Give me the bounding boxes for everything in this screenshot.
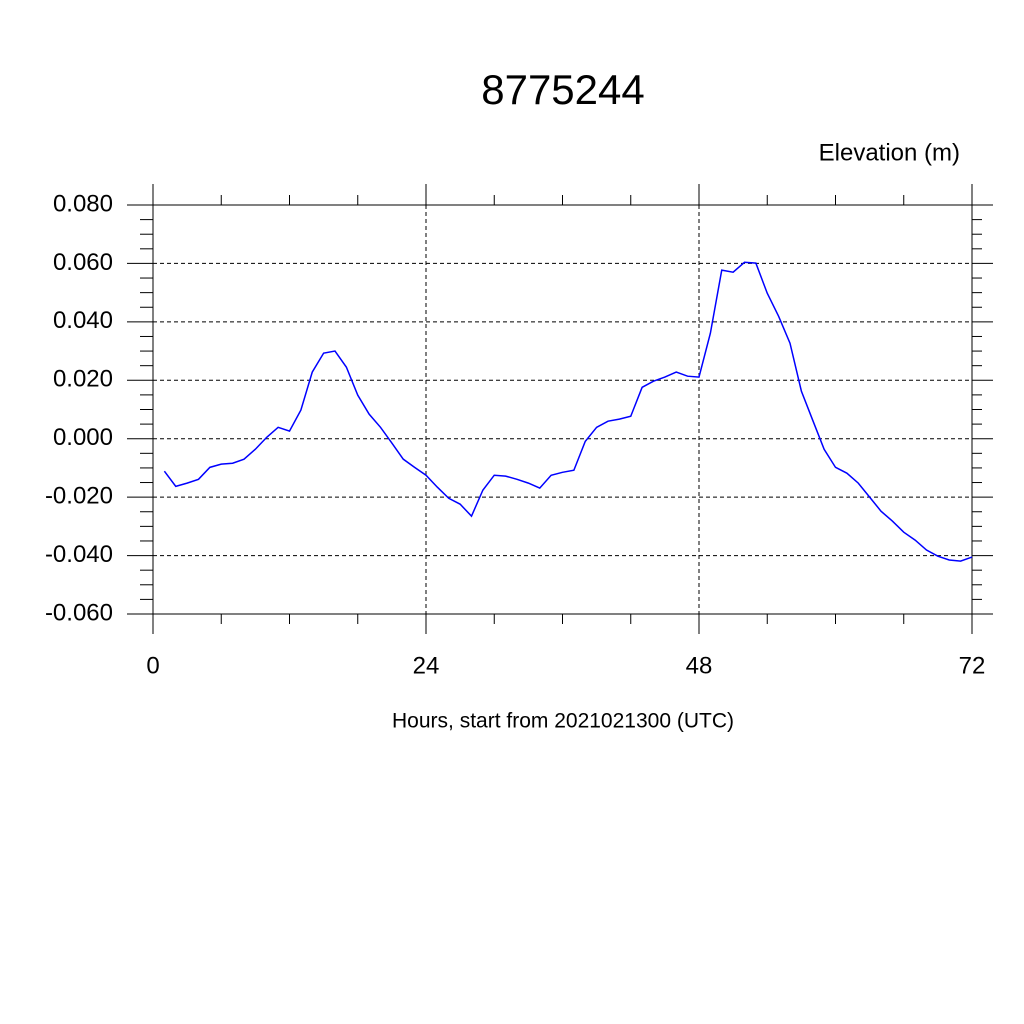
x-tick-label: 72 — [959, 652, 986, 679]
y-tick-label: 0.080 — [53, 190, 113, 217]
chart-subtitle: Elevation (m) — [819, 139, 960, 166]
x-tick-label: 24 — [413, 652, 440, 679]
chart-title: 8775244 — [481, 66, 645, 113]
x-axis-label: Hours, start from 2021021300 (UTC) — [392, 710, 734, 733]
y-tick-label: -0.060 — [45, 599, 113, 626]
y-tick-label: 0.020 — [53, 366, 113, 393]
y-tick-label: 0.000 — [53, 424, 113, 451]
data-line — [163, 261, 973, 562]
y-tick-label: -0.020 — [45, 482, 113, 509]
x-tick-label: 0 — [146, 652, 159, 679]
y-tick-label: 0.040 — [53, 307, 113, 334]
y-tick-label: 0.060 — [53, 249, 113, 276]
x-tick-label: 48 — [686, 652, 713, 679]
y-tick-label: -0.040 — [45, 541, 113, 568]
